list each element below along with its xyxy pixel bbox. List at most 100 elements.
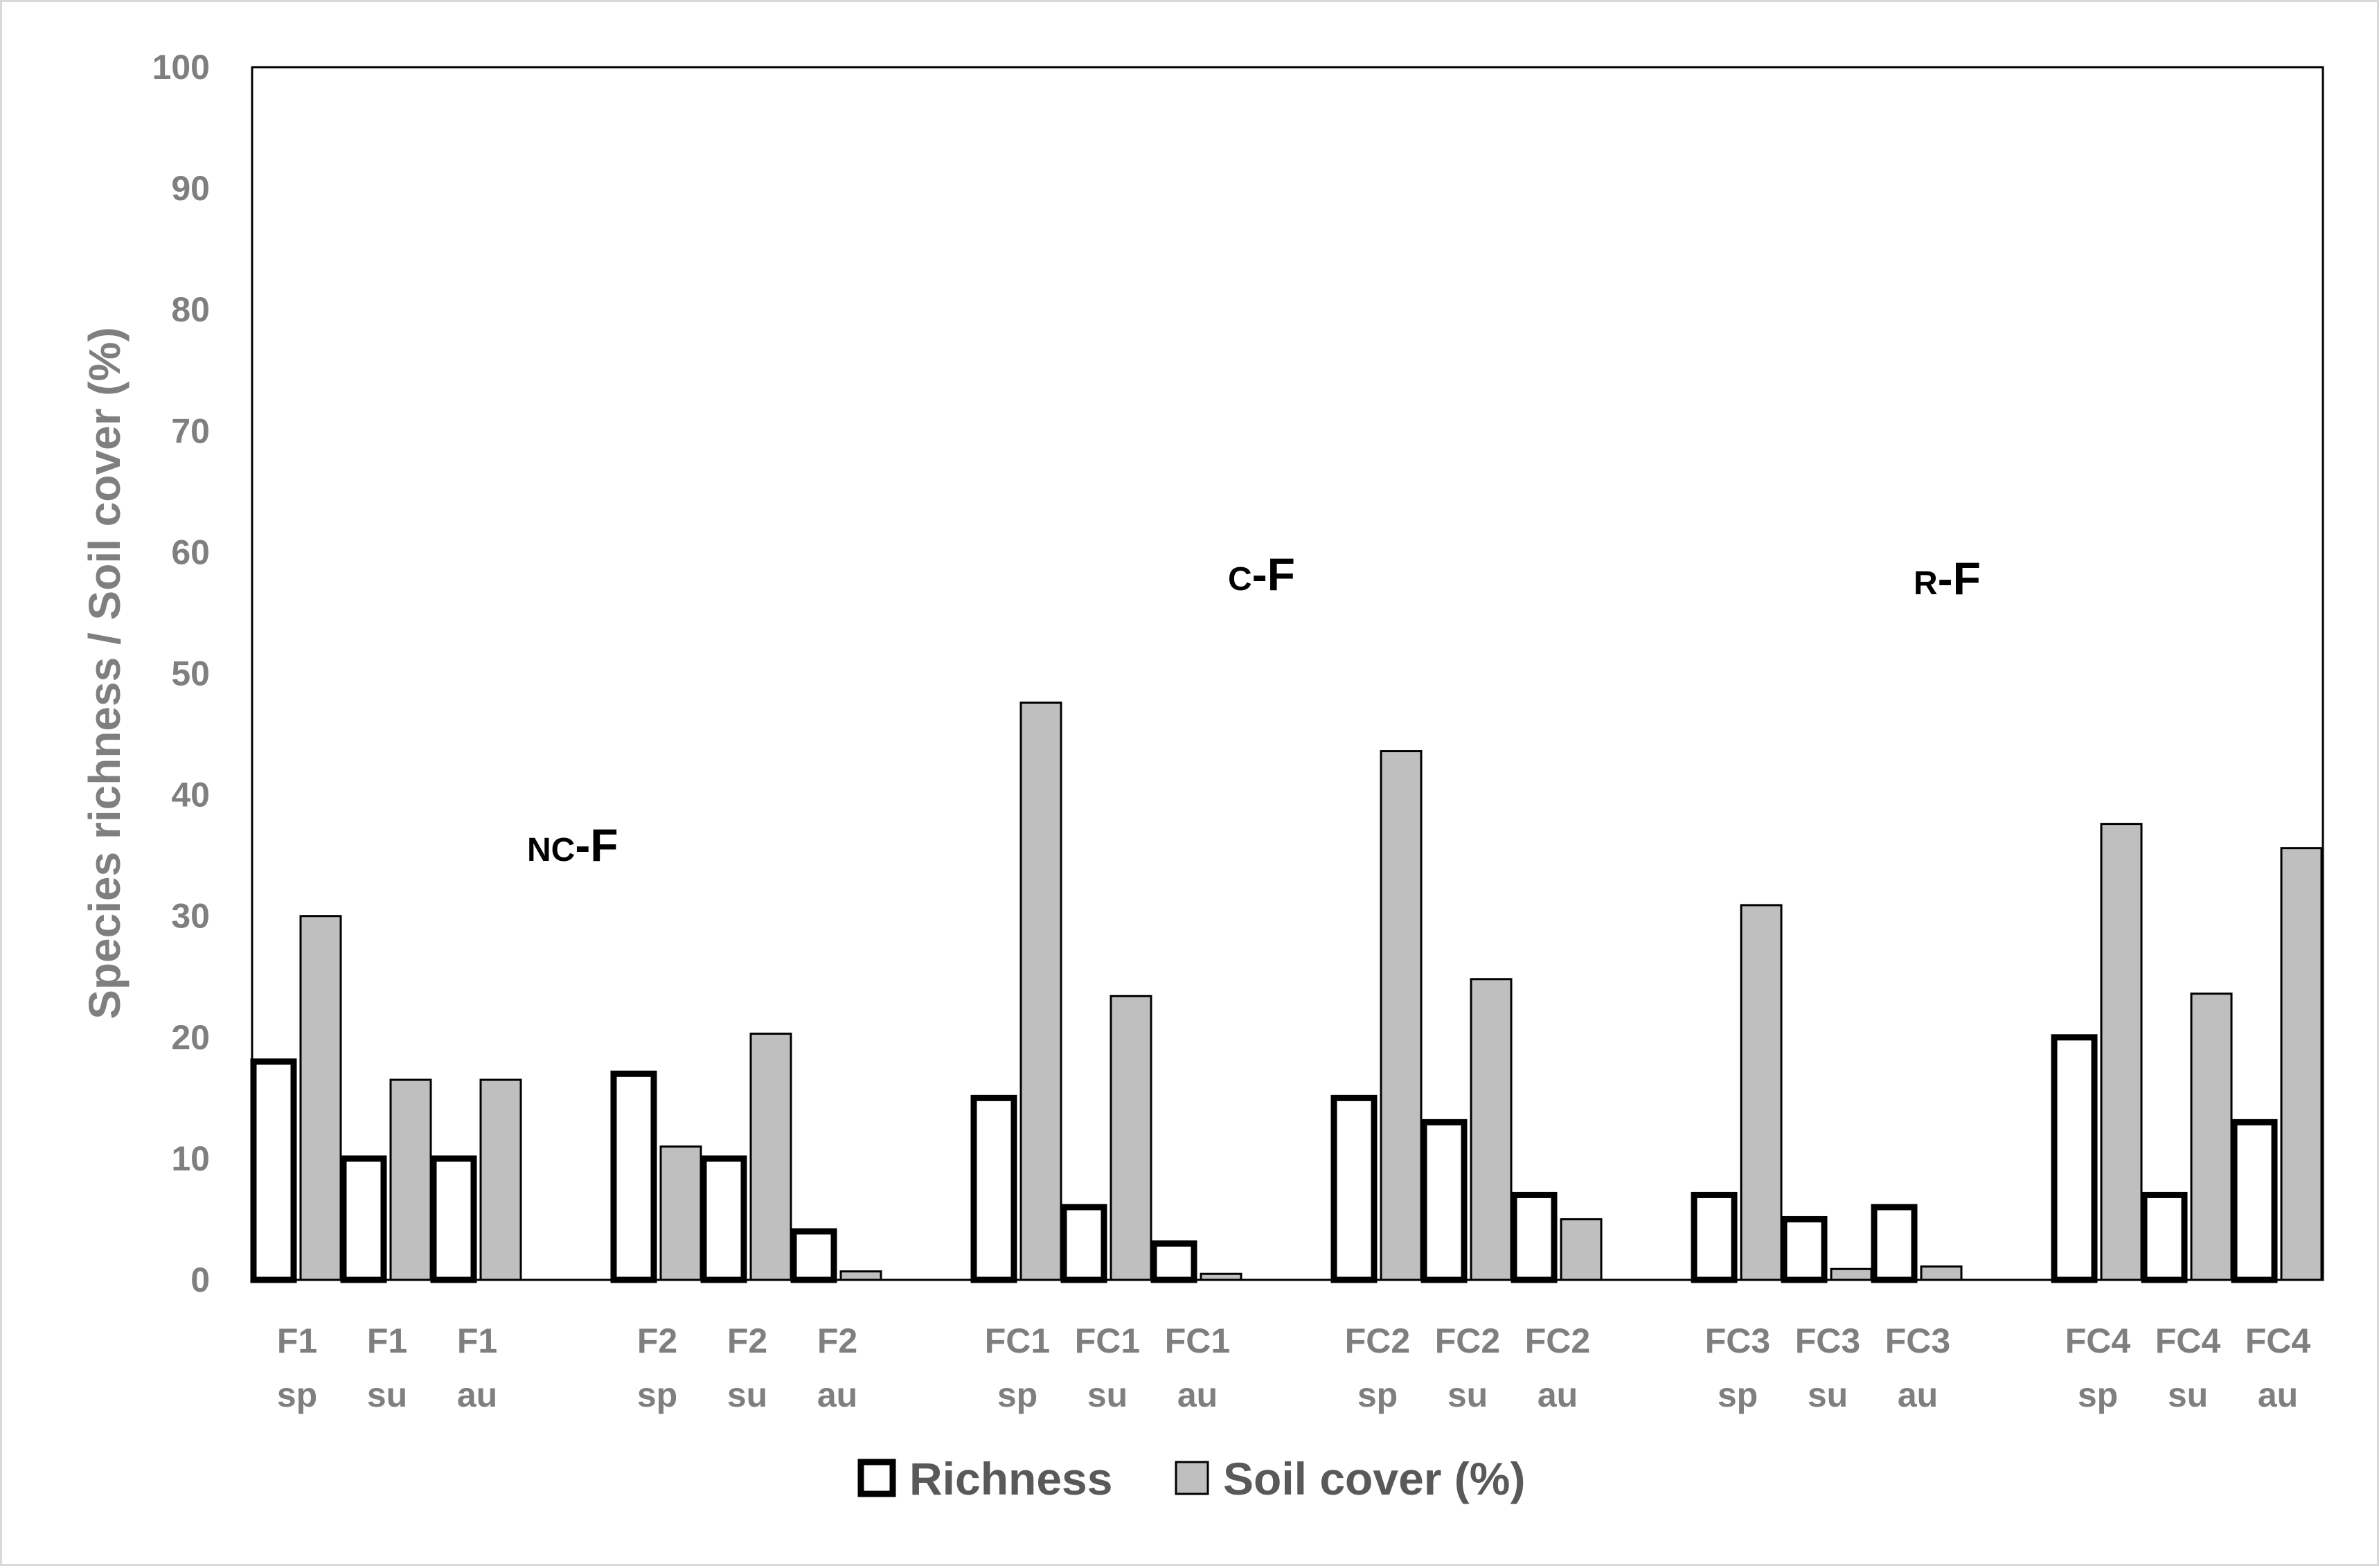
- group-annotations: NC-FC-F R-F: [527, 549, 1981, 871]
- y-tick-label: 30: [171, 897, 210, 936]
- y-tick-label: 80: [171, 290, 210, 329]
- soil-cover-bar: [1740, 904, 1783, 1281]
- x-tick-label-season: au: [457, 1375, 497, 1414]
- group-annotation-suffix: -F: [575, 819, 618, 871]
- x-tick-label-season: au: [1898, 1375, 1938, 1414]
- y-tick-label: 90: [171, 169, 210, 208]
- x-tick-label-site: F1: [457, 1321, 497, 1360]
- x-tick-label-season: sp: [1357, 1375, 1398, 1414]
- richness-bar: [250, 1058, 297, 1283]
- y-tick-label: 60: [171, 533, 210, 571]
- richness-bar: [2141, 1191, 2188, 1283]
- x-tick-label-site: FC1: [1075, 1321, 1140, 1360]
- x-tick-label-season: su: [1447, 1375, 1488, 1414]
- group-annotation-prefix: NC: [527, 832, 575, 868]
- richness-bar: [700, 1155, 747, 1283]
- y-tick-label: 100: [152, 48, 210, 87]
- x-tick-label-season: su: [1087, 1375, 1128, 1414]
- soil-cover-bar: [479, 1078, 522, 1281]
- y-axis-ticks: 0 10 20 30 40 50 60 70 80 90 100: [152, 48, 210, 1299]
- x-axis-labels: F1 sp F1 su F1 au F2 sp F2 su F2 au FC1 sp FC1 su FC1 au F…: [277, 1321, 2311, 1414]
- x-tick-label-site: FC4: [2245, 1321, 2311, 1360]
- soil-cover-bar: [2190, 992, 2233, 1281]
- soil-cover-bar: [1470, 978, 1513, 1281]
- richness-bar: [1150, 1240, 1197, 1283]
- legend: Richness Soil cover (%): [857, 1453, 1525, 1504]
- legend-richness-swatch: [857, 1459, 896, 1497]
- x-tick-label-site: F2: [817, 1321, 857, 1360]
- x-tick-label-season: au: [1177, 1375, 1218, 1414]
- plot-area: [251, 66, 2324, 1281]
- x-tick-label-season: sp: [2078, 1375, 2118, 1414]
- soil-cover-bar: [1830, 1267, 1873, 1281]
- x-tick-label-site: FC4: [2065, 1321, 2131, 1360]
- soil-cover-bar: [2280, 847, 2323, 1281]
- group-annotation-prefix: C: [1228, 561, 1252, 598]
- soil-cover-bar: [2100, 823, 2143, 1281]
- x-tick-label-season: su: [2168, 1375, 2208, 1414]
- bars: [250, 702, 2323, 1283]
- richness-bar: [1511, 1191, 1558, 1283]
- group-annotation: R-F: [1914, 553, 1981, 604]
- legend-soil-cover-swatch: [1175, 1461, 1209, 1495]
- soil-cover-bar: [659, 1145, 702, 1281]
- x-tick-label-site: FC1: [985, 1321, 1050, 1360]
- x-tick-label-site: F1: [277, 1321, 317, 1360]
- x-tick-label-site: FC4: [2155, 1321, 2221, 1360]
- group-annotation: NC-F: [527, 819, 618, 871]
- x-tick-label-season: au: [1538, 1375, 1578, 1414]
- x-tick-label-season: su: [1808, 1375, 1848, 1414]
- x-tick-label-site: FC3: [1795, 1321, 1860, 1360]
- x-tick-label-season: au: [2258, 1375, 2298, 1414]
- richness-bar: [1060, 1204, 1107, 1283]
- y-axis-title: Species richness / Soil cover (%): [80, 327, 130, 1019]
- richness-bar: [2051, 1034, 2098, 1283]
- y-tick-label: 10: [171, 1139, 210, 1178]
- richness-bar: [1691, 1191, 1738, 1283]
- richness-bar: [340, 1155, 387, 1283]
- x-tick-label-season: au: [817, 1375, 857, 1414]
- soil-cover-bar: [749, 1033, 792, 1281]
- y-tick-label: 50: [171, 654, 210, 693]
- richness-bar: [610, 1070, 657, 1283]
- x-tick-label-site: FC2: [1345, 1321, 1410, 1360]
- x-tick-label-site: F2: [727, 1321, 767, 1360]
- legend-richness-label: Richness: [909, 1453, 1112, 1504]
- x-tick-label-site: F1: [367, 1321, 407, 1360]
- x-tick-label-site: FC2: [1525, 1321, 1590, 1360]
- richness-bar: [970, 1094, 1017, 1283]
- soil-cover-bar: [839, 1270, 882, 1281]
- richness-bar: [790, 1228, 837, 1283]
- x-tick-label-season: sp: [997, 1375, 1037, 1414]
- x-tick-label-site: FC3: [1705, 1321, 1770, 1360]
- y-tick-label: 20: [171, 1018, 210, 1057]
- richness-bar: [1330, 1094, 1378, 1283]
- x-tick-label-season: su: [727, 1375, 767, 1414]
- richness-bar: [430, 1155, 477, 1283]
- richness-bar: [1871, 1204, 1918, 1283]
- soil-cover-bar: [1920, 1265, 1963, 1281]
- y-tick-label: 40: [171, 776, 210, 814]
- soil-cover-bar: [1019, 702, 1062, 1281]
- x-tick-label-season: su: [367, 1375, 407, 1414]
- x-tick-label-season: sp: [277, 1375, 317, 1414]
- group-annotation-suffix: -F: [1938, 553, 1981, 604]
- x-tick-label-season: sp: [1718, 1375, 1758, 1414]
- group-annotation-prefix: R: [1914, 565, 1938, 602]
- group-annotation: C-F: [1228, 549, 1295, 600]
- x-tick-label-site: F2: [637, 1321, 677, 1360]
- soil-cover-bar: [1110, 995, 1152, 1281]
- x-tick-label-site: FC2: [1435, 1321, 1500, 1360]
- y-tick-label: 70: [171, 411, 210, 450]
- soil-cover-bar: [1200, 1272, 1242, 1281]
- soil-cover-bar: [1380, 750, 1423, 1281]
- group-annotation-suffix: -F: [1252, 549, 1295, 600]
- x-tick-label-season: sp: [637, 1375, 677, 1414]
- soil-cover-bar: [1560, 1218, 1603, 1281]
- richness-bar: [1420, 1119, 1468, 1283]
- y-tick-label: 0: [190, 1260, 210, 1299]
- richness-bar: [2231, 1119, 2278, 1283]
- x-tick-label-site: FC1: [1165, 1321, 1230, 1360]
